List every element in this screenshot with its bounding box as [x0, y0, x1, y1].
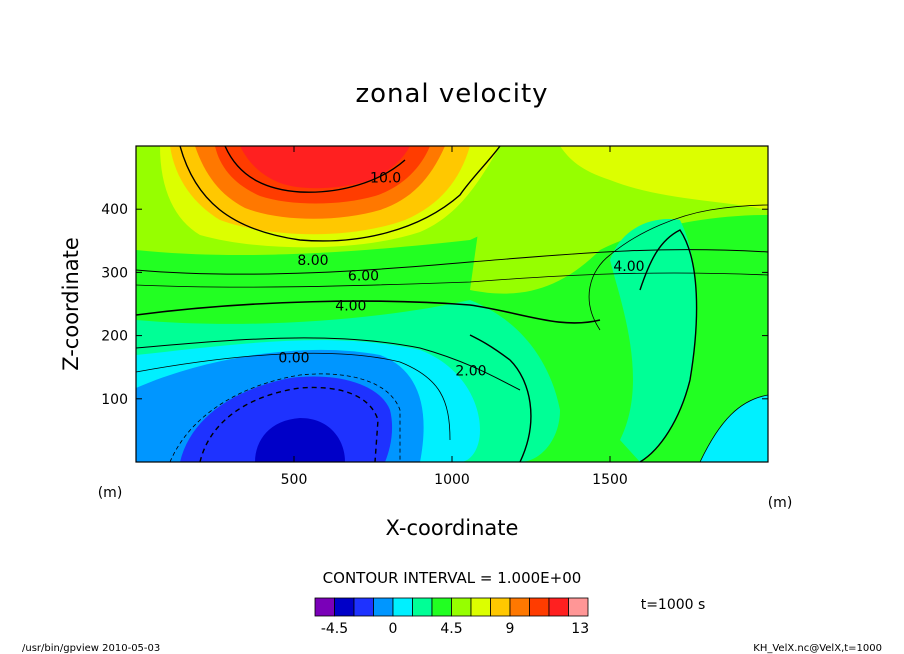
band-cyan-right [700, 395, 768, 462]
contour-line [639, 229, 698, 462]
contour-line-negative [199, 386, 379, 462]
contour-line [179, 146, 501, 242]
y-axis-unit: (m) [98, 485, 123, 501]
y-axis-label: Z-coordinate [59, 237, 83, 371]
colorbar-swatch [412, 597, 433, 617]
contour-line [136, 337, 521, 391]
contour-label: 2.00 [455, 363, 486, 379]
contour-line [588, 204, 768, 331]
colorbar-tick-label: 0 [389, 621, 398, 637]
axis-ticks: 500 1000 1500 100 200 300 400 [101, 146, 768, 488]
colorbar-swatch [568, 597, 589, 617]
x-axis-unit: (m) [768, 495, 793, 511]
band-darkblue [255, 418, 345, 462]
contour-line [699, 394, 768, 462]
colorbar-swatch [334, 597, 355, 617]
colorbar-swatch [509, 597, 530, 617]
y-tick-label: 300 [101, 265, 128, 281]
contour-field [136, 146, 768, 462]
colorbar-swatch [392, 597, 413, 617]
y-tick-label: 400 [101, 202, 128, 218]
x-axis-label: X-coordinate [386, 516, 519, 540]
chart-title: zonal velocity [355, 79, 548, 109]
colorbar-tick-label: 4.5 [440, 621, 462, 637]
contour-line [136, 300, 601, 324]
contour-label: 0.00 [278, 351, 309, 367]
band-green-center [610, 219, 697, 462]
footer-left: /usr/bin/gpview 2010-05-03 [22, 643, 160, 654]
contour-line [136, 272, 768, 288]
colorbar-swatch [353, 597, 374, 617]
colorbar-tick-label: 9 [506, 621, 515, 637]
contour-line [136, 249, 768, 275]
footer-right: KH_VelX.nc@VelX,t=1000 [753, 643, 882, 654]
contour-label: 4.00 [335, 298, 366, 314]
colorbar-tick-label: 13 [571, 621, 589, 637]
colorbar-swatch [529, 597, 550, 617]
band-yellow-right [560, 146, 768, 210]
contour-labels: 10.0 8.00 6.00 4.00 4.00 2.00 0.00 [278, 171, 644, 380]
contour-label: 10.0 [370, 171, 401, 187]
contour-interval-text: CONTOUR INTERVAL = 1.000E+00 [323, 569, 582, 587]
colorbar: -4.5 0 4.5 9 13 [314, 597, 589, 637]
contour-label: 6.00 [348, 269, 379, 285]
y-tick-label: 200 [101, 329, 128, 345]
band-red [240, 146, 410, 189]
colorbar-swatch [548, 597, 569, 617]
x-tick-label: 1000 [434, 472, 470, 488]
colorbar-swatch [431, 597, 452, 617]
colorbar-swatch [314, 597, 335, 617]
contour-label: 4.00 [613, 259, 644, 275]
colorbar-tick-label: -4.5 [321, 621, 348, 637]
contour-line [136, 352, 451, 441]
colorbar-swatch [490, 597, 511, 617]
x-tick-label: 1500 [592, 472, 628, 488]
colorbar-swatch [451, 597, 472, 617]
colorbar-swatch [470, 597, 491, 617]
contour-line [469, 334, 532, 462]
y-tick-label: 100 [101, 392, 128, 408]
contour-line [224, 146, 406, 193]
time-label: t=1000 s [641, 597, 706, 613]
colorbar-swatch [373, 597, 394, 617]
contour-line-negative [169, 373, 401, 462]
x-tick-label: 500 [281, 472, 308, 488]
contour-label: 8.00 [297, 253, 328, 269]
